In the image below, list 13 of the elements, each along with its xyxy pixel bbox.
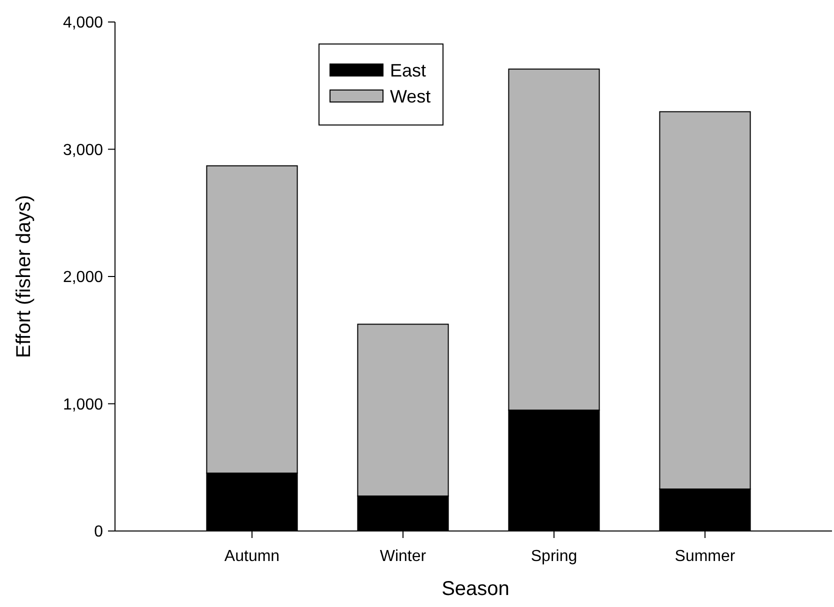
x-tick-label: Autumn [224,548,280,565]
legend-label: East [390,60,426,80]
y-axis-title: Effort (fisher days) [13,194,35,358]
y-tick-label: 2,000 [62,269,104,286]
y-tick-label: 3,000 [62,142,104,159]
y-tick-label: 1,000 [62,396,104,414]
x-axis-title: Season [442,578,510,600]
legend-label: West [390,86,431,106]
y-tick-label: 0 [94,524,104,541]
x-tick-label: Summer [674,548,736,565]
x-tick-label: Spring [530,548,578,565]
x-tick-label: Winter [380,548,427,565]
y-tick-label: 4,000 [62,14,104,32]
